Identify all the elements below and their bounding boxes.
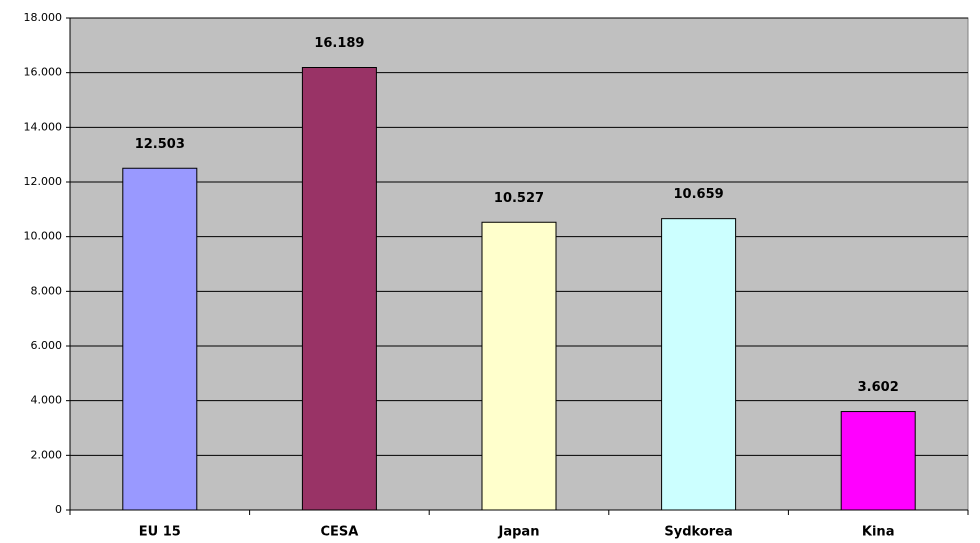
value-label: 3.602 [858,380,899,395]
y-tick-label: 8.000 [31,284,63,297]
y-tick-label: 6.000 [31,339,63,352]
bar [122,167,198,511]
bar [661,218,737,511]
x-tick-label: CESA [320,525,358,540]
bar [840,411,916,511]
y-tick-label: 16.000 [24,66,63,79]
x-tick-label: Sydkorea [664,525,732,540]
y-tick-label: 18.000 [24,11,63,24]
bar [301,67,377,511]
y-tick-label: 4.000 [31,394,63,407]
value-label: 10.527 [494,191,544,206]
y-tick-label: 0 [55,503,62,516]
value-label: 10.659 [674,187,724,202]
x-tick-label: Kina [862,525,895,540]
y-tick-label: 10.000 [24,230,63,243]
y-tick-label: 2.000 [31,448,63,461]
value-label: 12.503 [135,137,185,152]
y-tick-label: 14.000 [24,120,63,133]
x-tick-label: EU 15 [139,525,181,540]
value-label: 16.189 [314,36,364,51]
y-tick-label: 12.000 [24,175,63,188]
bar [481,221,557,511]
x-tick-label: Japan [498,525,540,540]
